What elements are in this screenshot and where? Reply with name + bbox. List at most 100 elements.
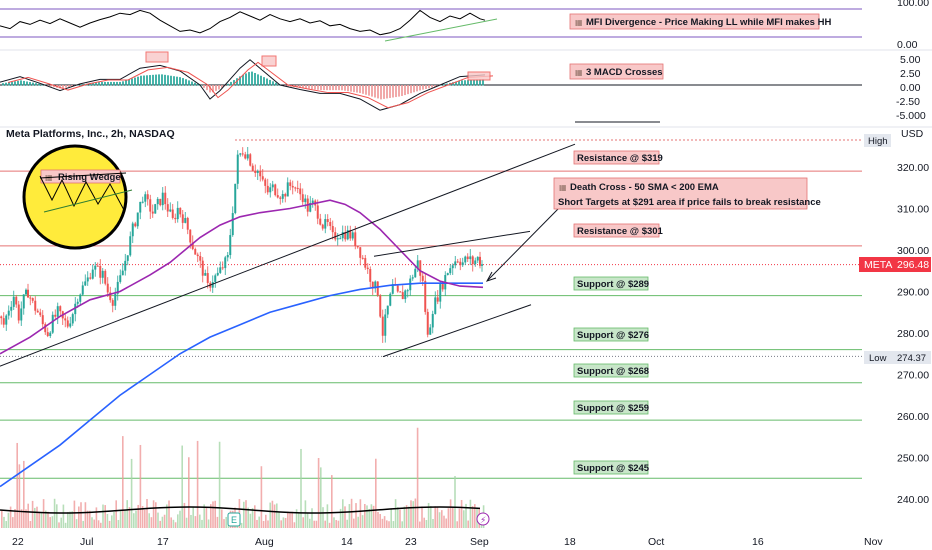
earnings-icon[interactable] [227, 512, 241, 527]
candle-body [191, 242, 194, 250]
support-289-box [573, 276, 649, 291]
volume-bar [392, 521, 395, 528]
resistance-301-box [573, 223, 660, 238]
candle-body [194, 249, 197, 255]
macd-histogram-bar [305, 85, 307, 89]
support-289-label: Support @ $289 [577, 279, 649, 290]
macd-histogram-bar [464, 80, 466, 86]
wedge-lower-trendline [382, 304, 532, 358]
macd-histogram-bar [476, 79, 478, 86]
volume-bar [282, 517, 285, 528]
candle-body [39, 312, 42, 316]
macd-cross-marker [145, 51, 169, 63]
volume-bar [394, 499, 397, 528]
candle-body [214, 275, 217, 283]
candle-body [216, 272, 219, 276]
candle-body [221, 267, 224, 269]
resistance-319-label: Resistance @ $319 [577, 153, 663, 164]
macd-histogram-bar [287, 85, 289, 87]
volume-bar [258, 516, 260, 528]
macd-histogram-bar [155, 74, 157, 86]
macd-histogram-bar [377, 85, 379, 99]
candle-body [411, 277, 414, 279]
volume-bar [16, 442, 18, 528]
macd-histogram-bar [47, 85, 49, 86]
low-price: 274.37 [897, 353, 926, 364]
volume-bar [188, 457, 190, 528]
x-tick-label: 17 [157, 536, 169, 548]
x-tick-label: 14 [341, 536, 353, 548]
candle-body [17, 304, 20, 321]
x-tick-label: Jul [80, 536, 93, 548]
macd-histogram-bar [392, 85, 394, 98]
macd-histogram-bar [89, 83, 91, 86]
candle-body [211, 282, 214, 288]
volume-bar [262, 520, 265, 528]
candle-body [374, 281, 377, 289]
support-259-box [573, 400, 649, 415]
dividend-flash-icon[interactable] [476, 512, 490, 526]
candle-body [326, 219, 329, 223]
macd-histogram-bar [167, 75, 169, 86]
candle-body [2, 318, 5, 325]
volume-bar [306, 512, 309, 528]
volume-bar [137, 504, 139, 528]
candle-body [401, 292, 404, 300]
volume-bar [166, 504, 168, 528]
candle-body [331, 226, 334, 233]
candle-body [204, 273, 207, 276]
macd-tick-2.5: 2.50 [900, 68, 921, 80]
candle-body [286, 182, 289, 197]
volume-bar [471, 506, 474, 528]
volume-bar [247, 507, 249, 528]
candle-body [239, 153, 242, 155]
candle-body [201, 260, 204, 276]
volume-bar [18, 464, 21, 528]
volume-bar [205, 507, 208, 528]
candle-body [36, 310, 39, 313]
candle-body [86, 277, 89, 282]
candle-body [241, 153, 244, 155]
candle-body [274, 184, 277, 196]
macd-histogram-bar [200, 85, 202, 86]
macd-histogram-bar [308, 85, 310, 89]
macd-histogram-bar [185, 79, 187, 86]
candle-body [0, 316, 3, 319]
macd-histogram-bar [239, 76, 241, 86]
candle-body [251, 165, 254, 171]
candle-body [389, 293, 392, 306]
macd-histogram-bar [215, 85, 217, 91]
resistance-301-label: Resistance @ $301 [577, 226, 664, 237]
candle-body [449, 268, 452, 274]
macd-histogram-bar [410, 85, 412, 94]
macd-histogram-bar [71, 85, 73, 87]
macd-histogram-bar [176, 76, 178, 86]
volume-bar [280, 520, 282, 528]
volume-bar [445, 518, 447, 528]
volume-bar [38, 511, 40, 528]
volume-bar [265, 514, 267, 528]
volume-bar [163, 514, 166, 528]
macd-histogram-bar [311, 85, 313, 90]
candle-body [81, 285, 84, 295]
volume-bar [254, 505, 256, 528]
support-276-label: Support @ $276 [577, 330, 649, 341]
candle-body [359, 247, 362, 258]
macd-histogram-bar [218, 85, 220, 90]
candle-body [329, 222, 332, 227]
volume-bar [95, 507, 98, 528]
last-price-value: 296.48 [897, 259, 929, 271]
candle-body [354, 232, 357, 247]
volume-bar [390, 508, 392, 528]
volume-bar [115, 500, 117, 528]
volume-bar [454, 476, 456, 528]
candle-body [171, 209, 174, 218]
sma50-line [0, 199, 484, 355]
y-tick-label: 300.00 [897, 245, 929, 257]
candle-body [364, 258, 367, 268]
volume-bar [326, 504, 329, 528]
candle-body [261, 176, 264, 180]
macd-histogram-bar [443, 84, 445, 86]
macd-histogram-bar [131, 78, 133, 86]
